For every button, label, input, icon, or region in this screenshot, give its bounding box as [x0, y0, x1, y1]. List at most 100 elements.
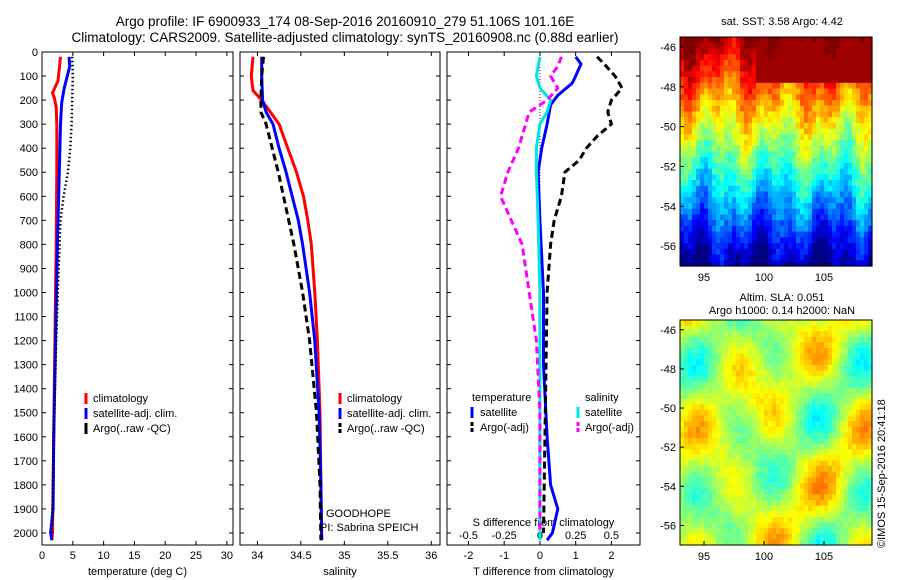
y-tick-label: 1200	[14, 336, 38, 348]
legend-panel-1: climatology satellite-adj. clim. Argo(..ra…	[84, 393, 177, 435]
map-y-tick-label: -46	[660, 325, 676, 337]
x-tick-label: -2	[464, 550, 474, 562]
imos-timestamp: ©IMOS 15-Sep-2016 20:41:18	[876, 399, 888, 548]
legend-entry: Argo(..raw -QC)	[347, 423, 425, 435]
y-tick-label: 500	[20, 167, 38, 179]
sla-map: -46 -48 -50 -52 -54 -56 95 100 105	[660, 319, 873, 563]
legend-panel-3: temperature satellite Argo(-adj) salinity sa…	[470, 392, 634, 434]
x-tick-label: 5	[70, 550, 76, 562]
x2-tick-label: 0.5	[604, 530, 619, 542]
legend-entry: satellite	[585, 407, 622, 419]
legend-entry: Argo(-adj)	[585, 422, 634, 434]
profile-panel-1: 0100200300400500600700800900100011001200…	[14, 47, 234, 578]
y-tick-label: 600	[20, 191, 38, 203]
map-y-tick-label: -50	[660, 122, 676, 134]
map-frame	[679, 36, 873, 267]
series-line-satellite	[536, 55, 583, 542]
y-tick-label: 900	[20, 263, 38, 275]
series-line-satellite-adj--clim-	[260, 56, 324, 541]
map-frame	[679, 319, 873, 546]
x-tick-label: 34.5	[290, 550, 311, 562]
map-y-tick-label: -50	[660, 403, 676, 415]
map-x-tick-label: 105	[815, 272, 833, 284]
map-y-tick-label: -52	[660, 442, 676, 454]
series-line-climatology	[249, 56, 324, 541]
legend-entry: Argo(-adj)	[480, 422, 529, 434]
map-y-tick-label: -54	[660, 481, 676, 493]
series-line-argo---raw--qc-	[259, 56, 323, 541]
map-y-tick-label: -56	[660, 241, 676, 253]
legend-entry: satellite-adj. clim.	[93, 408, 177, 420]
map-y-tick-label: -48	[660, 82, 676, 94]
y-tick-label: 1300	[14, 360, 38, 372]
legend-group-title: salinity	[585, 392, 619, 404]
series-line-argo--adj-	[542, 55, 624, 534]
legend-entry: climatology	[347, 393, 403, 405]
x-tick-label: 30	[221, 550, 233, 562]
map-y-tick-label: -48	[660, 364, 676, 376]
map-x-tick-label: 100	[755, 551, 773, 563]
x-tick-label: 20	[159, 550, 171, 562]
annotation-pi: PI: Sabrina SPEICH	[320, 522, 418, 534]
map-x-tick-label: 95	[698, 551, 710, 563]
x-tick-label: 36	[425, 550, 437, 562]
y-tick-label: 1900	[14, 504, 38, 516]
x-tick-label: 0	[537, 550, 543, 562]
map-y-tick-label: -56	[660, 520, 676, 532]
sst-map: -46 -48 -50 -52 -54 -56 95 100 105	[660, 36, 873, 284]
x-tick-label: 10	[97, 550, 109, 562]
legend-entry: Argo(..raw -QC)	[93, 423, 171, 435]
map-y-tick-label: -54	[660, 201, 676, 213]
y-tick-label: 800	[20, 239, 38, 251]
map-x-tick-label: 95	[698, 272, 710, 284]
map-x-tick-label: 100	[755, 272, 773, 284]
x-axis-label: salinity	[323, 566, 357, 578]
sla-map-title: Altim. SLA: 0.051	[739, 292, 825, 304]
plot-frame	[239, 51, 441, 546]
legend-entry: climatology	[93, 393, 149, 405]
y-tick-label: 200	[20, 95, 38, 107]
profile-panel-2: 34 34.5 35 35.5 36 salinity	[239, 51, 441, 578]
x2-tick-label: -0.5	[459, 530, 478, 542]
y-tick-label: 1800	[14, 480, 38, 492]
sst-map-title: sat. SST: 3.58 Argo: 4.42	[721, 16, 843, 28]
x-tick-label: 35	[338, 550, 350, 562]
x-tick-label: 35.5	[377, 550, 398, 562]
x-axis-label: T difference from climatology	[473, 566, 614, 578]
x-axis-label: temperature (deg C)	[88, 566, 187, 578]
x-tick-label: 15	[128, 550, 140, 562]
profile-panel-3: -2 -1 0 1 2 T difference from climatology -0.5…	[446, 51, 641, 578]
x-tick-label: 34	[251, 550, 263, 562]
y-tick-label: 0	[32, 47, 38, 59]
y-tick-label: 1500	[14, 408, 38, 420]
x-tick-label: 25	[190, 550, 202, 562]
series-line-argo--adj-	[499, 56, 563, 533]
x2-tick-label: -0.25	[492, 530, 517, 542]
legend-entry: satellite	[480, 407, 517, 419]
sla-map-subtitle: Argo h1000: 0.14 h2000: NaN	[708, 305, 856, 317]
map-y-tick-label: -52	[660, 161, 676, 173]
x-tick-label: 1	[573, 550, 579, 562]
series-line-argo---raw--qc-	[50, 56, 75, 534]
x-tick-label: 2	[608, 550, 614, 562]
y-tick-label: 1100	[14, 312, 38, 324]
y-tick-label: 400	[20, 143, 38, 155]
plot-frame	[41, 51, 234, 546]
x-tick-label: -1	[499, 550, 509, 562]
y-tick-label: 1400	[14, 384, 38, 396]
y-tick-label: 1700	[14, 456, 38, 468]
legend-panel-2: climatology satellite-adj. clim. Argo(..ra…	[338, 393, 431, 435]
map-x-tick-label: 105	[815, 551, 833, 563]
y-tick-label: 700	[20, 215, 38, 227]
figure-title-line2: Climatology: CARS2009. Satellite-adjuste…	[71, 30, 619, 45]
annotation-project: GOODHOPE	[326, 508, 391, 520]
map-y-tick-label: -46	[660, 42, 676, 54]
y-tick-label: 2000	[14, 528, 38, 540]
y-tick-label: 1600	[14, 432, 38, 444]
legend-entry: satellite-adj. clim.	[347, 408, 431, 420]
figure-title-line1: Argo profile: IF 6900933_174 08-Sep-2016…	[115, 14, 575, 29]
x-tick-label: 0	[39, 550, 45, 562]
y-tick-label: 1000	[14, 287, 38, 299]
y-tick-label: 100	[20, 71, 38, 83]
